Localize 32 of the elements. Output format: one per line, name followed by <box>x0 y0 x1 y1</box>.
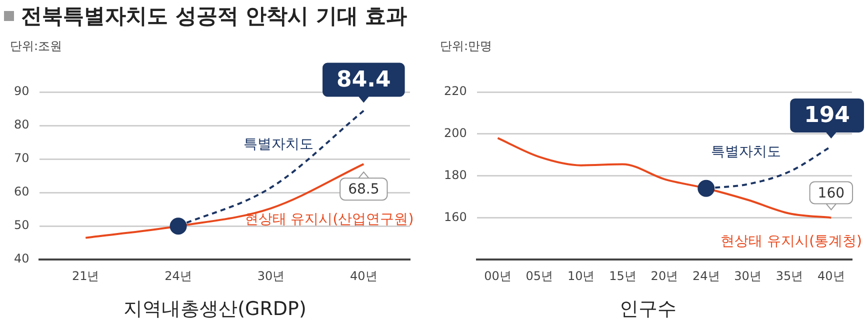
y-tick-label: 90 <box>14 84 30 98</box>
x-tick-label: 15년 <box>609 268 636 283</box>
y-tick-label: 40 <box>14 252 30 266</box>
x-tick-label: 30년 <box>257 268 285 283</box>
y-tick-label: 70 <box>14 151 30 166</box>
x-tick-label: 40년 <box>818 268 845 283</box>
x-axis-title: 지역내총생산(GRDP) <box>122 297 308 322</box>
y-tick-label: 220 <box>444 84 467 98</box>
x-tick-label: 24년 <box>164 268 192 283</box>
x-tick-label: 00년 <box>484 268 512 283</box>
x-tick-label: 24년 <box>692 268 720 283</box>
x-tick-label: 35년 <box>776 268 804 283</box>
chart-title: 전북특별자치도 성공적 안착시 기대 효과 <box>21 3 408 30</box>
x-tick-label: 21년 <box>72 268 100 283</box>
x-tick-label: 40년 <box>350 268 378 283</box>
series-label: 현상태 유지시(산업연구원) <box>244 212 414 228</box>
series-label: 특별자치도 <box>711 144 782 160</box>
y-tick-label: 80 <box>14 118 30 132</box>
x-axis-title: 인구수 <box>618 297 678 322</box>
x-tick-label: 30년 <box>734 268 762 283</box>
y-tick-label: 160 <box>444 210 467 224</box>
x-tick-label: 10년 <box>567 268 595 283</box>
y-tick-label: 60 <box>14 184 30 199</box>
x-tick-label: 20년 <box>650 268 678 283</box>
y-axis-title: 단위:조원 <box>10 38 62 55</box>
y-tick-label: 200 <box>444 126 467 140</box>
series-label: 현상태 유지시(통계청) <box>720 233 862 250</box>
x-tick-label: 05년 <box>526 268 554 283</box>
y-tick-label: 180 <box>444 168 467 182</box>
y-tick-label: 50 <box>14 218 30 232</box>
series-label: 특별자치도 <box>244 136 314 152</box>
y-axis-title: 단위:만명 <box>440 38 492 55</box>
